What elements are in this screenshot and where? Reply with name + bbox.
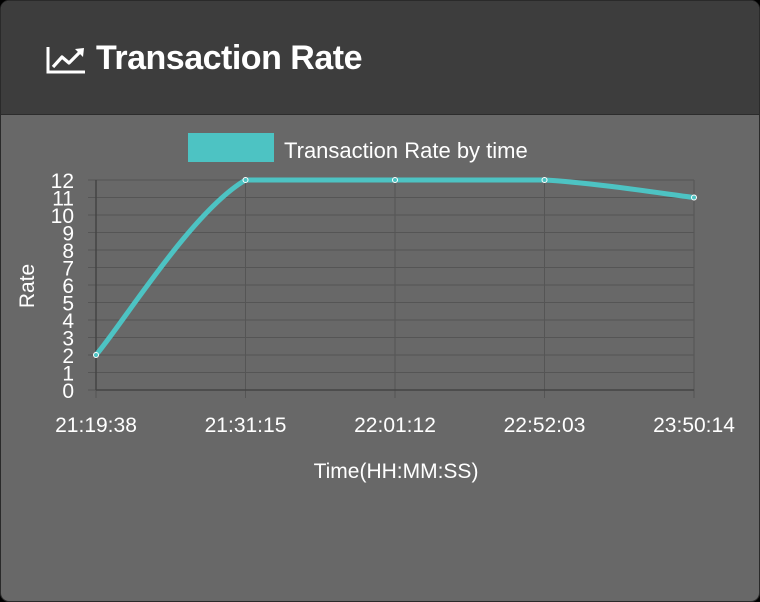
y-tick-label: 7: [62, 258, 74, 281]
x-axis-ticks: 21:19:38 21:31:15 22:01:12 22:52:03 23:50:14: [55, 414, 735, 437]
y-tick-label: 9: [62, 223, 74, 246]
x-tick-label: 22:52:03: [504, 414, 586, 437]
y-axis-title: Rate: [16, 264, 39, 308]
x-tick-label: 21:19:38: [55, 414, 137, 437]
legend-swatch[interactable]: [188, 133, 274, 162]
y-tick-label: 10: [51, 205, 74, 228]
legend-label[interactable]: Transaction Rate by time: [284, 138, 528, 163]
series-lines: [93, 177, 697, 358]
card-header: Transaction Rate: [1, 1, 759, 115]
x-tick-label: 21:31:15: [205, 414, 287, 437]
y-tick-label: 4: [62, 310, 74, 333]
data-point: [392, 177, 398, 183]
y-tick-label: 2: [62, 345, 74, 368]
data-point: [93, 352, 99, 358]
data-point: [691, 194, 697, 201]
data-point: [242, 177, 249, 183]
x-axis-title: Time(HH:MM:SS): [314, 460, 479, 483]
grid-lines: [88, 179, 695, 398]
data-points: [93, 177, 697, 358]
y-tick-label: 0: [62, 380, 74, 403]
y-tick-label: 12: [51, 170, 74, 193]
data-point: [541, 177, 548, 183]
page-title: Transaction Rate: [96, 39, 362, 77]
y-tick-label: 1: [62, 363, 74, 386]
series-line: [93, 177, 697, 358]
y-tick-label: 5: [62, 293, 74, 316]
x-tick-label: 22:01:12: [354, 414, 436, 437]
y-tick-label: 11: [52, 188, 74, 211]
y-tick-label: 6: [62, 275, 74, 298]
y-tick-label: 8: [62, 240, 74, 263]
y-tick-label: 3: [62, 328, 74, 351]
line-chart-icon: [46, 47, 85, 74]
x-tick-label: 23:50:14: [653, 414, 735, 437]
